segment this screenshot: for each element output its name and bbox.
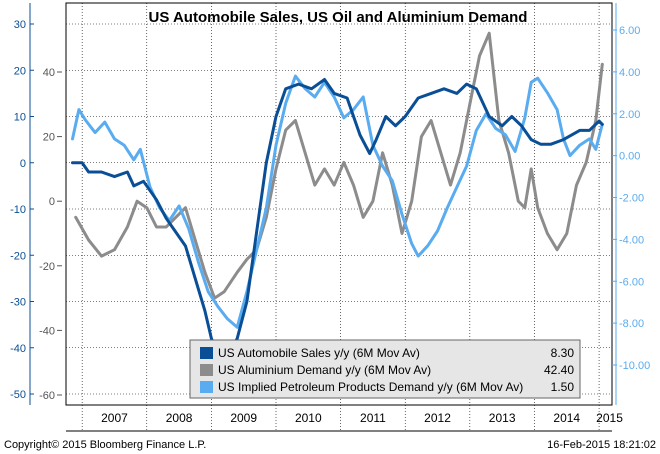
x-tick-label: 2009 <box>230 411 257 425</box>
x-tick-label: 2012 <box>424 411 451 425</box>
y-axis-oil: 6.00 4.00 2.00 0.00 -2.00 -4.00 -6.00 -8.00 -10.… <box>612 3 650 405</box>
y-tick-label-auto: 20 <box>14 65 26 77</box>
legend-swatch-aluminium <box>200 364 213 376</box>
series-line-aluminium-demand <box>74 31 604 300</box>
x-tick-label: 2010 <box>295 411 322 425</box>
y-tick-label-auto: 30 <box>14 19 26 31</box>
legend-value-auto: 8.30 <box>551 346 575 360</box>
y-tick-label-aluminium: 40 <box>43 67 55 79</box>
chart-title: US Automobile Sales, US Oil and Aluminiu… <box>149 9 528 26</box>
series-layer <box>71 31 604 359</box>
y-axis-auto: 30 20 10 0 -10 -20 -30 -40 -50 <box>10 3 34 405</box>
y-tick-label-auto: -40 <box>10 343 26 355</box>
x-tick-label: 2007 <box>101 411 128 425</box>
copyright-text: Copyright© 2015 Bloomberg Finance L.P. <box>4 439 206 451</box>
y-tick-label-aluminium: 20 <box>43 132 55 144</box>
legend-label-oil: US Implied Petroleum Products Demand y/y… <box>218 380 523 394</box>
legend-swatch-auto <box>200 347 213 359</box>
y-tick-label-aluminium: -60 <box>39 390 55 402</box>
y-tick-label-auto: 0 <box>20 158 26 170</box>
legend-label-aluminium: US Aluminium Demand y/y (6M Mov Av) <box>218 363 431 377</box>
y-tick-label-auto: -30 <box>10 297 26 309</box>
timestamp-text: 16-Feb-2015 18:21:02 <box>547 439 656 451</box>
legend: US Automobile Sales y/y (6M Mov Av) 8.30… <box>189 339 581 399</box>
y-tick-label-oil: 0.00 <box>619 151 640 163</box>
y-tick-label-oil: 2.00 <box>619 109 640 121</box>
x-tick-label: 2013 <box>489 411 516 425</box>
y-tick-label-auto: -20 <box>10 250 26 262</box>
legend-label-auto: US Automobile Sales y/y (6M Mov Av) <box>218 346 420 360</box>
y-tick-label-auto: -50 <box>10 389 26 401</box>
y-tick-label-aluminium: -40 <box>39 325 55 337</box>
legend-box <box>189 339 581 399</box>
y-tick-label-auto: 10 <box>14 112 26 124</box>
y-tick-label-aluminium: -20 <box>39 261 55 273</box>
x-tick-label: 2015 <box>596 411 623 425</box>
y-tick-label-oil: -2.00 <box>619 193 644 205</box>
legend-swatch-oil <box>200 381 213 393</box>
legend-value-oil: 1.50 <box>551 380 575 394</box>
y-tick-label-oil: -4.00 <box>619 234 644 246</box>
series-line-automobile-sales <box>71 78 604 359</box>
y-tick-label-oil: 6.00 <box>619 25 640 37</box>
y-tick-label-oil: -8.00 <box>619 318 644 330</box>
y-tick-label-aluminium: 0 <box>49 196 55 208</box>
y-tick-label-oil: -10.00 <box>619 360 650 372</box>
legend-value-aluminium: 42.40 <box>544 363 574 377</box>
x-axis: 2007 2008 2009 2010 2011 2012 2013 2014 2015 <box>101 411 623 425</box>
x-tick-label: 2014 <box>553 411 580 425</box>
x-tick-label: 2008 <box>166 411 193 425</box>
y-tick-label-auto: -10 <box>10 204 26 216</box>
plot-frame <box>65 2 613 406</box>
y-tick-label-oil: 4.00 <box>619 67 640 79</box>
y-axis-aluminium: 40 20 0 -20 -40 -60 <box>39 67 62 402</box>
y-tick-label-oil: -6.00 <box>619 276 644 288</box>
x-tick-label: 2011 <box>360 411 386 425</box>
